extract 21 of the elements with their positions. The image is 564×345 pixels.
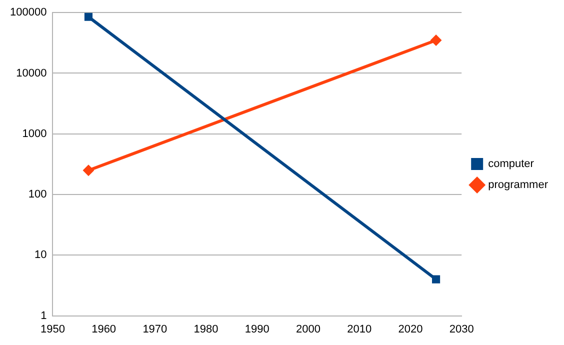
legend-label: computer xyxy=(488,158,534,170)
x-tick-label: 1990 xyxy=(244,323,270,336)
y-tick-label: 100 xyxy=(28,188,47,201)
point xyxy=(82,164,94,176)
x-tick-label: 1970 xyxy=(142,323,168,336)
x-tick-label: 2020 xyxy=(398,323,423,336)
point xyxy=(430,34,442,46)
x-tick-label: 1960 xyxy=(92,323,116,336)
x-tick-label: 2010 xyxy=(347,323,372,336)
point xyxy=(432,275,440,284)
x-tick-label: 2000 xyxy=(296,323,321,336)
y-tick-label: 10000 xyxy=(16,67,47,80)
legend-label: programmer xyxy=(488,179,548,192)
y-tick-label: 1000 xyxy=(22,128,47,140)
y-tick-label: 100000 xyxy=(10,6,47,19)
point xyxy=(84,12,93,21)
y-tick-label: 10 xyxy=(34,249,47,262)
x-tick-label: 1980 xyxy=(194,323,218,336)
x-tick-label: 1950 xyxy=(40,323,65,336)
y-tick-label: 1 xyxy=(40,310,47,322)
x-tick-label: 2030 xyxy=(449,323,474,336)
